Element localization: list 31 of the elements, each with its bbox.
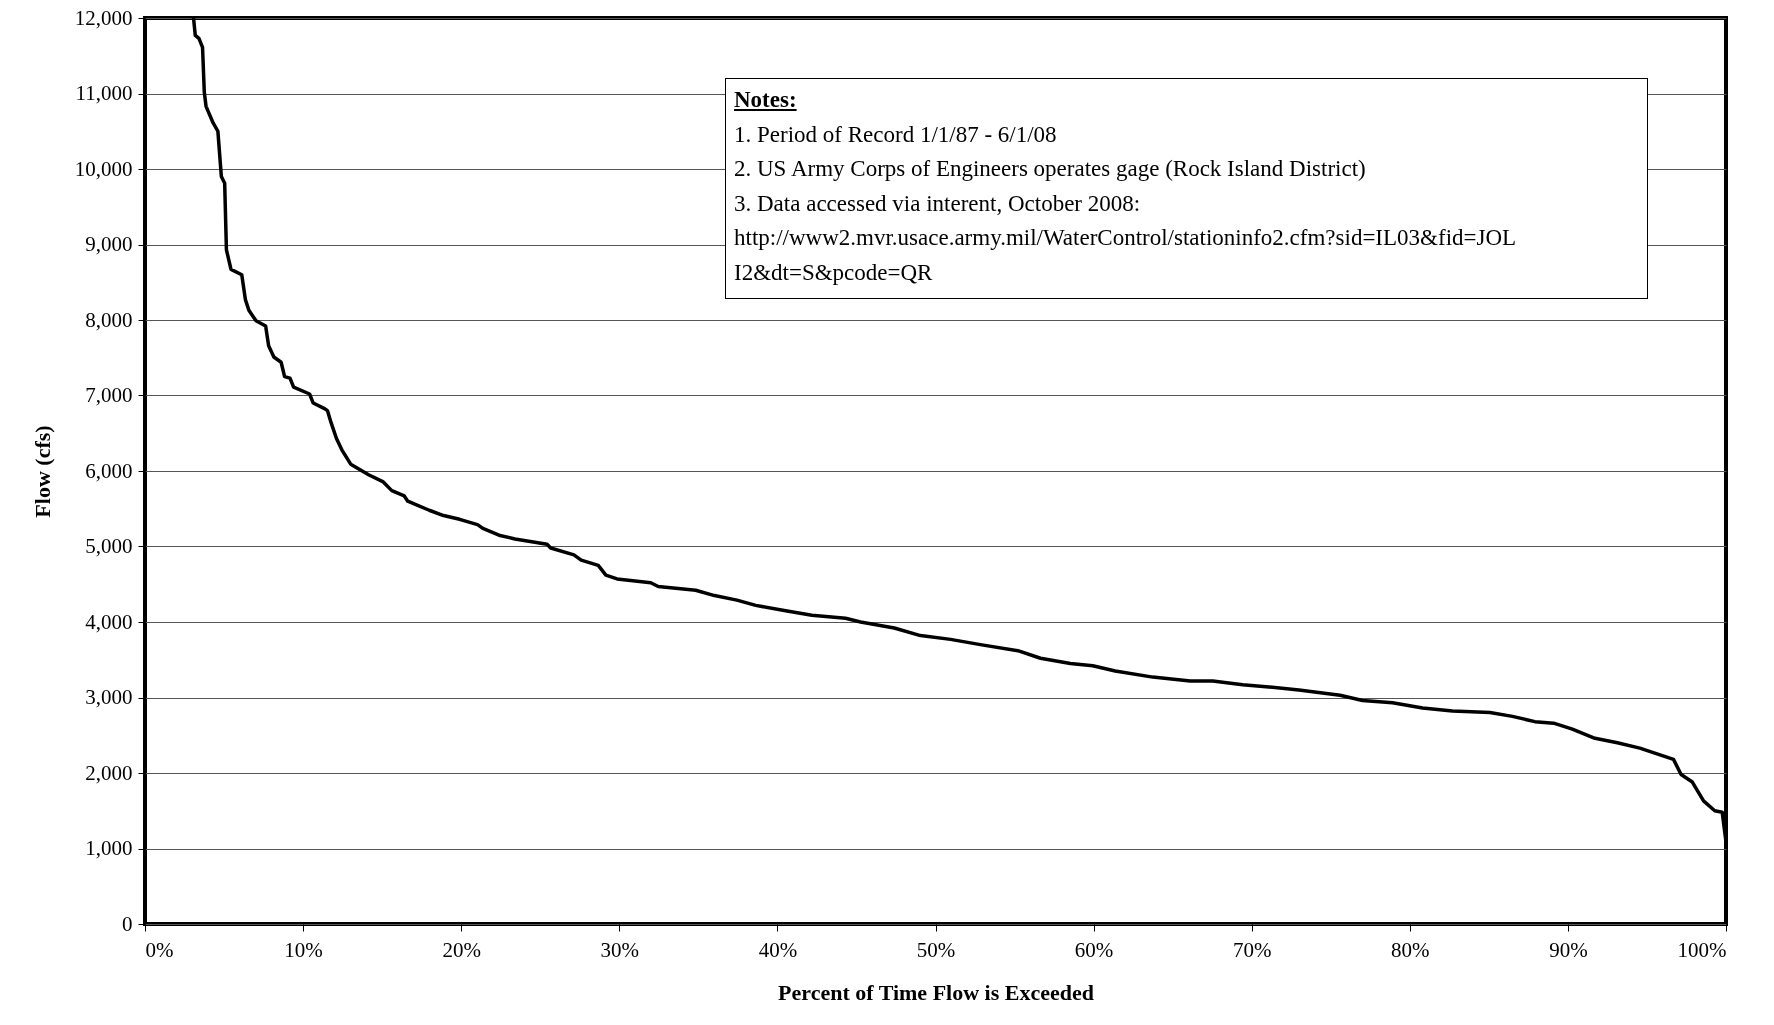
x-tick-label: 90% bbox=[1549, 937, 1588, 962]
x-tick-label: 70% bbox=[1232, 937, 1272, 962]
x-axis-title: Percent of Time Flow is Exceeded bbox=[778, 979, 1094, 1005]
annotation: 1. Period of Record 1/1/87 - 6/1/08 bbox=[734, 120, 1058, 149]
x-tick-label: 60% bbox=[1074, 937, 1114, 962]
y-tick-label: 10,000 bbox=[74, 156, 133, 181]
annotation: http://www2.mvr.usace.army.mil/WaterControl/stationinfo2.cfm?sid=IL03&fid=JOLI2&dt=S&pcode=QR bbox=[734, 224, 1518, 287]
y-tick-label: 6,000 bbox=[85, 458, 133, 483]
y-tick-label: 12,000 bbox=[74, 5, 133, 30]
annotation: 2. US Army Corps of Engineers operates gage (Rock Island District) bbox=[734, 155, 1367, 183]
y-tick-label: 4,000 bbox=[85, 609, 133, 634]
y-tick-label: 2,000 bbox=[85, 760, 133, 785]
y-tick-label: 1,000 bbox=[85, 836, 133, 860]
y-tick-label: 7,000 bbox=[85, 383, 133, 407]
y-tick-label: 9,000 bbox=[85, 232, 133, 256]
x-tick-label: 40% bbox=[758, 937, 798, 962]
x-tick-label: 0% bbox=[145, 937, 174, 962]
y-tick-label: 3,000 bbox=[85, 685, 133, 709]
x-tick-label: 100% bbox=[1677, 937, 1727, 962]
annotation: 3. Data accessed via interent, October 2008: bbox=[734, 189, 1142, 218]
x-tick-label: 20% bbox=[442, 937, 481, 962]
y-tick-label: 0 bbox=[122, 911, 133, 936]
x-tick-label: 50% bbox=[916, 937, 956, 962]
y-tick-label: 11,000 bbox=[75, 81, 133, 105]
x-tick-label: 10% bbox=[284, 937, 323, 962]
y-tick-label: 5,000 bbox=[85, 534, 133, 558]
annotation: Notes: bbox=[734, 86, 798, 114]
y-axis-title: Flow (cfs) bbox=[29, 425, 55, 518]
x-tick-label: 30% bbox=[600, 937, 640, 962]
x-tick-label: 80% bbox=[1391, 937, 1430, 962]
y-tick-label: 8,000 bbox=[85, 307, 133, 332]
